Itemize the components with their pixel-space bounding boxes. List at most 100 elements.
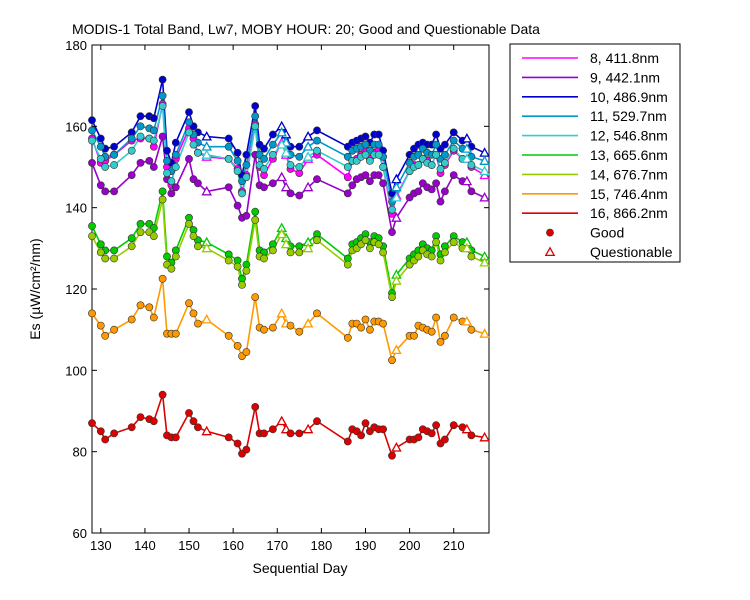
good-point [189,140,198,149]
good-point [260,325,268,334]
good-point [268,150,277,159]
good-point [343,173,352,182]
marker-layer [88,75,490,460]
questionable-point [201,149,213,159]
good-point [436,197,445,206]
good-point [110,429,118,438]
good-point [313,175,321,184]
good-point [96,240,105,249]
good-point [440,187,449,196]
questionable-point [280,181,292,192]
good-point [432,130,440,139]
good-point [313,126,321,135]
good-point [224,256,233,265]
good-point [343,189,352,198]
good-point [374,140,383,149]
good-point [189,309,198,318]
good-point [158,91,167,100]
good-point [268,323,277,332]
legend: 8, 411.8nm 9, 442.1nm 10, 486.9nm 11, 529.7… [522,50,673,260]
good-point [440,150,449,159]
good-point [158,390,167,399]
legend-label: 14, 676.7nm [590,166,668,182]
good-point [171,150,180,159]
good-point [185,128,193,137]
questionable-point [391,212,402,222]
good-point [149,313,158,322]
good-point [268,140,277,149]
y-tick-label: 140 [65,201,87,216]
good-point [193,179,202,188]
good-point [149,417,158,426]
questionable-point [479,191,490,202]
y-tick-label: 180 [65,38,87,53]
good-point [343,437,352,446]
questionable-point [302,130,314,141]
good-point [101,187,110,196]
good-point [163,169,171,177]
good-point [238,280,246,289]
good-point [432,140,440,149]
good-point [127,171,136,179]
good-point [149,126,158,135]
good-point [224,331,233,340]
good-point [171,163,180,171]
questionable-point [391,442,402,452]
x-tick-label: 190 [355,538,377,553]
good-point [436,256,445,265]
questionable-point [461,423,473,434]
good-point [343,260,352,269]
good-point [127,146,136,155]
good-point [251,112,260,121]
questionable-point [302,181,314,192]
good-point [136,132,145,141]
good-point [127,315,136,324]
good-point [414,187,423,196]
legend-questionable-marker [544,246,556,257]
good-point [158,75,167,84]
questionable-point [302,151,314,161]
good-point [260,183,268,192]
good-point [136,219,145,228]
good-point [88,232,96,240]
good-point [110,187,118,196]
questionable-point [280,147,292,157]
good-point [361,140,370,149]
x-tick-label: 160 [222,538,244,553]
good-point [127,242,136,251]
good-point [167,177,176,186]
good-point [295,142,304,151]
good-point [149,136,158,145]
good-point [286,248,295,257]
good-point [388,451,396,460]
good-point [449,171,458,179]
good-point [295,248,304,257]
good-point [414,161,423,169]
good-point [295,163,304,171]
good-point [193,319,202,328]
good-point [436,337,445,346]
good-point [136,228,145,236]
good-point [432,313,440,322]
good-point [268,179,277,188]
good-point [467,431,476,440]
good-point [343,163,352,171]
good-point [88,126,96,135]
good-point [449,136,458,145]
good-point [410,331,418,340]
x-tick-label: 210 [443,538,465,553]
good-point [432,150,440,159]
good-point [251,102,260,110]
good-point [224,134,233,143]
questionable-point [391,181,402,192]
good-point [101,254,110,263]
questionable-point [461,153,473,163]
good-point [467,325,476,334]
questionable-point [201,425,213,436]
good-point [361,236,370,245]
good-point [149,163,158,171]
questionable-point [461,175,473,186]
questionable-point [276,415,288,426]
good-point [167,189,176,198]
legend-label: 16, 866.2nm [590,205,668,221]
